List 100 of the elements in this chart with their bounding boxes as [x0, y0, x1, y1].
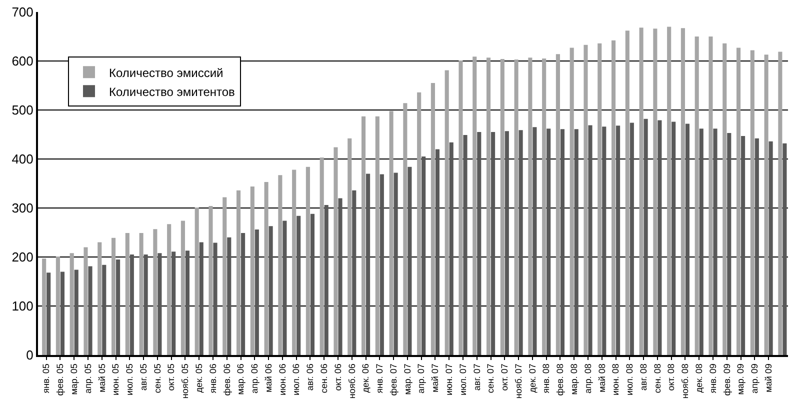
x-tick-label: янв. 07: [374, 364, 385, 394]
bar: [778, 52, 782, 355]
y-tick-label: 200: [12, 250, 34, 265]
bar: [754, 138, 759, 355]
bar: [254, 230, 259, 355]
bar: [458, 60, 463, 355]
bar: [736, 48, 741, 355]
bar: [310, 214, 315, 355]
bar: [672, 122, 676, 355]
bar: [375, 116, 380, 355]
x-tick-label: фев. 05: [55, 364, 66, 396]
bar: [199, 242, 204, 355]
bar: [546, 128, 551, 355]
x-tick-label: фев. 08: [555, 364, 566, 396]
x-tick-label: май 06: [263, 364, 274, 392]
x-tick-label: дек. 07: [527, 364, 538, 393]
x-tick-label: янв. 06: [208, 364, 218, 394]
x-tick-label: мар. 09: [736, 364, 746, 395]
bar: [630, 122, 634, 355]
x-tick-label: авг. 06: [305, 364, 316, 391]
bar: [98, 242, 102, 355]
bar: [616, 126, 620, 355]
x-tick-label: июл. 08: [624, 364, 635, 396]
x-tick-label: апр. 05: [82, 364, 93, 394]
bar: [74, 270, 78, 355]
x-tick-label: авг. 08: [638, 364, 648, 391]
bar: [486, 58, 491, 355]
bar: [611, 40, 616, 355]
bar: [644, 118, 648, 355]
x-tick-label: сен. 05: [152, 364, 162, 394]
bar: [144, 254, 148, 355]
x-tick-label: фев. 09: [722, 364, 732, 396]
bar: [504, 131, 509, 355]
bar: [334, 147, 338, 355]
bar: [658, 120, 662, 355]
bar: [598, 43, 602, 355]
bar: [250, 186, 254, 355]
bar: [56, 256, 60, 355]
x-tick-label: май 09: [763, 364, 774, 392]
bar: [444, 70, 449, 355]
x-tick-label: окт. 07: [500, 364, 510, 391]
bar: [713, 128, 718, 355]
x-tick-label: июл. 05: [124, 364, 135, 396]
x-tick-label: фев. 06: [222, 364, 232, 396]
bar: [782, 143, 787, 355]
bar: [588, 125, 592, 355]
bar: [70, 253, 74, 355]
x-tick-label: сен. 06: [319, 364, 330, 394]
bar: [699, 128, 704, 355]
bar: [764, 54, 768, 355]
bar: [42, 258, 46, 355]
x-tick-label: май 05: [96, 364, 107, 392]
bar: [222, 197, 227, 355]
bar: [116, 259, 120, 355]
bar: [708, 36, 713, 355]
x-tick-label: мар. 07: [402, 364, 412, 395]
bar: [584, 44, 588, 355]
bar: [528, 58, 532, 355]
x-tick-label: окт. 08: [666, 364, 676, 391]
bar: [430, 83, 435, 355]
x-tick-label: июн. 06: [277, 364, 288, 396]
bar: [167, 224, 172, 355]
bar: [417, 92, 422, 355]
x-tick-label: фев. 07: [388, 364, 398, 396]
bar: [84, 247, 88, 355]
bar: [236, 190, 241, 355]
bar: [556, 54, 560, 355]
bar: [500, 59, 504, 355]
y-tick-label: 0: [26, 348, 34, 363]
bar: [422, 156, 426, 355]
y-tick-label: 100: [12, 298, 34, 314]
y-tick-label: 400: [12, 152, 34, 167]
bar: [208, 206, 213, 355]
bar: [514, 60, 518, 355]
x-tick-label: нояб. 06: [346, 364, 357, 399]
x-tick-label: авг. 07: [472, 364, 482, 391]
bar: [60, 272, 65, 355]
bar: [194, 208, 199, 355]
bar: [639, 28, 644, 355]
bar: [46, 272, 51, 355]
x-tick-label: авг. 05: [138, 364, 148, 391]
x-tick-label: мар. 08: [569, 364, 580, 395]
bar: [403, 103, 408, 355]
bar: [380, 174, 384, 355]
bar: [264, 182, 268, 355]
legend-label: Количество эмитентов: [109, 84, 235, 99]
bar: [680, 28, 685, 355]
bar: [653, 28, 658, 355]
x-tick-label: апр. 07: [416, 364, 426, 394]
x-tick-label: дек. 05: [194, 364, 204, 393]
bar: [570, 48, 574, 355]
x-tick-label: окт. 05: [166, 364, 176, 391]
bar: [180, 220, 185, 355]
x-tick-label: май 07: [430, 364, 440, 392]
bar: [292, 170, 296, 355]
bar: [694, 36, 699, 355]
bar: [185, 250, 190, 355]
x-tick-label: окт. 06: [332, 364, 343, 391]
bar: [394, 172, 398, 355]
x-tick-label: июл. 07: [458, 364, 468, 396]
